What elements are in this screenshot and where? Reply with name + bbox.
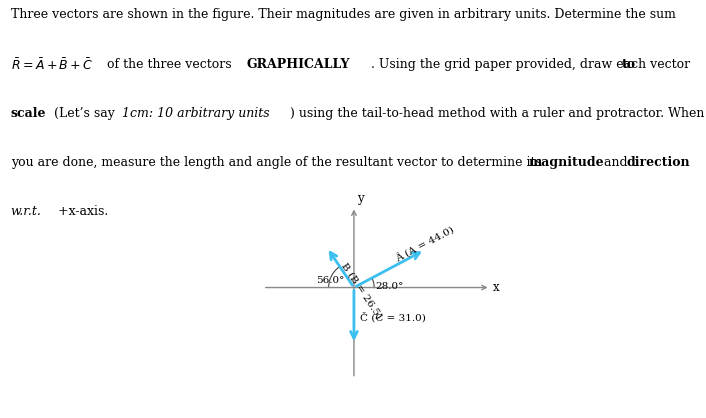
Text: Č (C = 31.0): Č (C = 31.0) [360, 312, 426, 323]
Text: of the three vectors: of the three vectors [103, 58, 236, 71]
Text: Three vectors are shown in the figure. Their magnitudes are given in arbitrary u: Three vectors are shown in the figure. T… [11, 8, 676, 21]
Text: you are done, measure the length and angle of the resultant vector to determine : you are done, measure the length and ang… [11, 156, 546, 169]
Text: . Using the grid paper provided, draw each vector: . Using the grid paper provided, draw ea… [371, 58, 695, 71]
Text: scale: scale [11, 107, 46, 120]
Text: 56.0°: 56.0° [316, 276, 345, 285]
Text: GRAPHICALLY: GRAPHICALLY [247, 58, 350, 71]
Text: to: to [622, 58, 636, 71]
Text: ) using the tail-to-head method with a ruler and protractor. When: ) using the tail-to-head method with a r… [290, 107, 705, 120]
Text: direction: direction [627, 156, 690, 169]
Text: x: x [493, 281, 499, 294]
Text: (Let’s say: (Let’s say [49, 107, 119, 120]
Text: y: y [357, 191, 364, 204]
Text: 1cm: 10 arbitrary units: 1cm: 10 arbitrary units [122, 107, 270, 120]
Text: +x-axis.: +x-axis. [50, 205, 109, 218]
Text: Â (A = 44.0): Â (A = 44.0) [393, 224, 455, 264]
Text: magnitude: magnitude [528, 156, 604, 169]
Text: w.r.t.: w.r.t. [11, 205, 42, 218]
Text: 28.0°: 28.0° [376, 282, 404, 291]
Text: $\bar{R}=\bar{A}+\bar{B}+\bar{C}$: $\bar{R}=\bar{A}+\bar{B}+\bar{C}$ [11, 58, 93, 73]
Text: B (B = 26.5): B (B = 26.5) [340, 262, 383, 321]
Text: and: and [599, 156, 631, 169]
